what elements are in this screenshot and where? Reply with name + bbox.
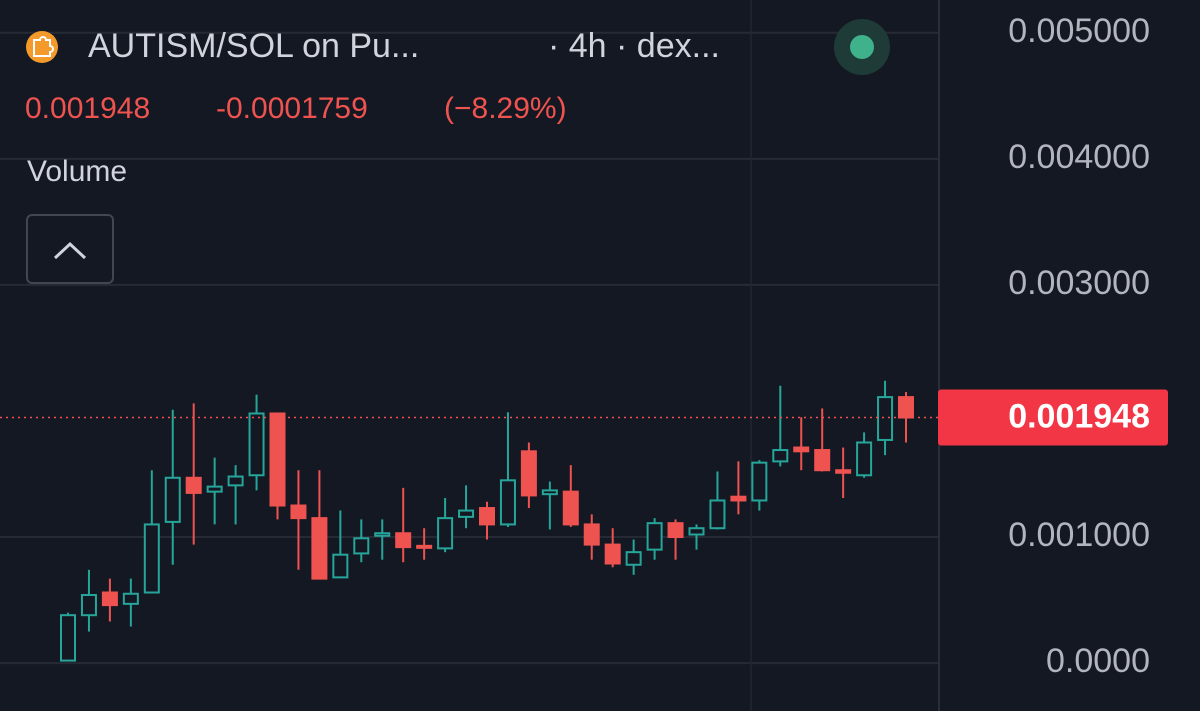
candle-body (541, 489, 558, 496)
candle-body (814, 449, 831, 472)
token-icon-glyph (33, 36, 54, 57)
candle-body (164, 476, 181, 523)
candle-body (751, 461, 768, 502)
candle-body (416, 544, 433, 549)
candle-body (60, 614, 76, 662)
candle-body (311, 517, 328, 580)
candle-body (458, 509, 475, 518)
interval-source[interactable]: · 4h · dex... (548, 27, 720, 65)
candle-body (332, 553, 349, 579)
candle-body (793, 446, 810, 453)
candle-body (206, 485, 223, 493)
candle-body (520, 450, 537, 497)
candle-body (374, 532, 391, 537)
chevron-up (53, 241, 87, 260)
candle-body (583, 523, 600, 546)
candle-body (772, 449, 789, 463)
candle-body (688, 527, 705, 536)
candle-body (185, 476, 202, 494)
candle-body (604, 543, 621, 565)
candles (0, 380, 939, 662)
candle-body (856, 441, 873, 477)
candle-body (80, 594, 97, 617)
candle-body (353, 537, 370, 555)
candle-body (479, 507, 495, 526)
candle-body (248, 412, 265, 477)
candle-body (101, 591, 118, 607)
y-tick-label: 0.0000 (1046, 642, 1150, 680)
candle-body (730, 495, 747, 502)
candle-body (667, 522, 684, 539)
candle-body (269, 412, 286, 507)
y-tick-label: 0.004000 (1008, 138, 1150, 176)
candle-body (227, 475, 244, 487)
candle-body (625, 551, 642, 566)
candle-body (395, 532, 412, 549)
price-change-percent: (−8.29%) (444, 92, 567, 125)
y-tick-label: 0.003000 (1008, 264, 1150, 302)
indicator-label: Volume (27, 155, 127, 188)
candle-body (562, 490, 579, 526)
y-tick-label: 0.001000 (1008, 516, 1150, 554)
candle-body (898, 396, 914, 419)
status-dot (850, 35, 874, 59)
symbol-title[interactable]: AUTISM/SOL on Pu... (88, 27, 419, 65)
last-price-tag-label: 0.001948 (1008, 398, 1150, 436)
price-change: -0.0001759 (216, 92, 368, 125)
candle-body (499, 479, 516, 526)
candle-body (143, 523, 160, 594)
candle-body (646, 522, 663, 551)
candle-body (835, 469, 852, 474)
candle-body (437, 517, 454, 550)
collapse-button[interactable] (26, 214, 114, 284)
candle-body (709, 499, 726, 530)
candle-body (122, 592, 139, 605)
price-axis: 0.005000 0.004000 0.003000 0.001000 0.0000 0.… (938, 12, 1168, 680)
last-price: 0.001948 (25, 92, 150, 125)
candle-body (290, 504, 307, 520)
last-price-tag (938, 389, 1168, 446)
y-tick-label: 0.005000 (1008, 12, 1150, 50)
candle-body (877, 396, 894, 441)
